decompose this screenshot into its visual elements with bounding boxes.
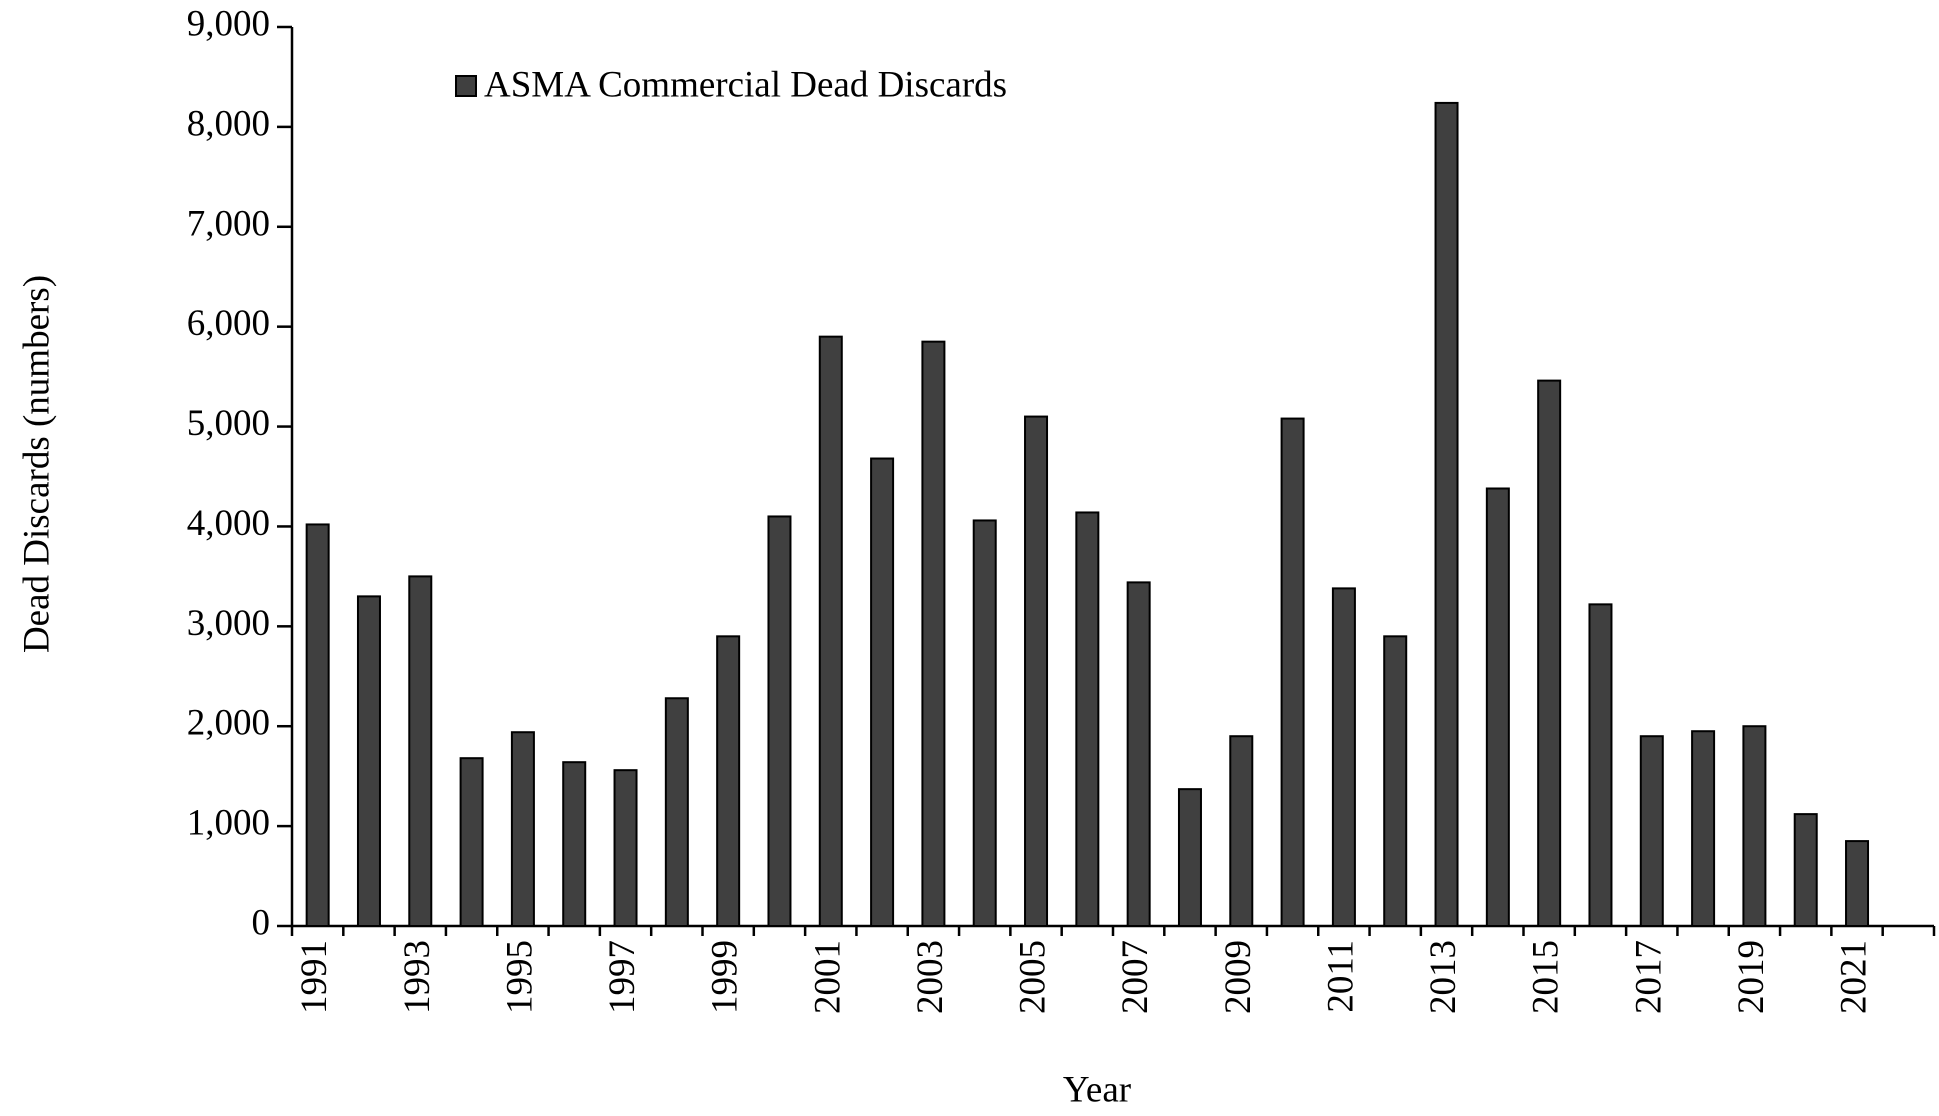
bar (1280, 417, 1305, 927)
y-tick-label: 7,000 (187, 203, 270, 244)
y-tick-label: 4,000 (187, 503, 270, 544)
bar (1742, 725, 1767, 927)
x-tick-label: 2015 (1526, 940, 1567, 1014)
bar (1229, 735, 1254, 928)
bar (972, 519, 997, 927)
bar (1434, 101, 1459, 928)
x-tick-label: 2009 (1218, 940, 1259, 1014)
bar (305, 523, 330, 927)
bar (1485, 487, 1510, 927)
bar (870, 457, 895, 927)
bar (716, 635, 741, 927)
x-tick-label: 1991 (294, 940, 335, 1014)
bar (767, 515, 792, 927)
y-axis-label: Dead Discards (numbers) (16, 275, 57, 653)
bar (1588, 603, 1613, 927)
x-tick-label: 2005 (1013, 940, 1054, 1014)
bar (613, 769, 638, 927)
bar (818, 335, 843, 927)
x-tick-label: 1993 (397, 940, 438, 1014)
bar (1331, 587, 1356, 927)
bar (562, 761, 587, 928)
bar (1126, 581, 1151, 927)
legend-label: ASMA Commercial Dead Discards (484, 64, 1007, 105)
x-tick-label: 2017 (1628, 940, 1669, 1014)
bar (1845, 840, 1870, 927)
bar (459, 757, 484, 927)
y-tick-label: 1,000 (187, 803, 270, 844)
bar (1793, 813, 1818, 928)
x-tick-label: 2007 (1115, 940, 1156, 1014)
bar (1691, 730, 1716, 928)
y-tick-label: 6,000 (187, 303, 270, 344)
bar (356, 595, 381, 927)
bar (1177, 788, 1202, 927)
x-tick-label: 1999 (705, 940, 746, 1014)
x-tick-label: 2019 (1731, 940, 1772, 1014)
y-tick-label: 8,000 (187, 103, 270, 144)
x-axis-label: Year (1063, 1069, 1131, 1110)
x-tick-label: 1995 (499, 940, 540, 1014)
bar (1537, 379, 1562, 927)
bar (1024, 415, 1049, 927)
bar (1639, 735, 1664, 928)
bar (921, 340, 946, 927)
x-tick-label: 2003 (910, 940, 951, 1014)
y-tick-label: 2,000 (187, 703, 270, 744)
bar (408, 575, 433, 928)
x-tick-label: 2013 (1423, 940, 1464, 1014)
x-tick-label: 2021 (1834, 940, 1875, 1014)
y-tick-label: 9,000 (187, 3, 270, 44)
x-tick-label: 1997 (602, 940, 643, 1014)
legend-swatch (455, 75, 477, 97)
y-tick-label: 0 (252, 902, 271, 943)
y-tick-label: 5,000 (187, 403, 270, 444)
bar (1075, 511, 1100, 928)
bar (1383, 635, 1408, 927)
bar (510, 731, 535, 928)
x-tick-label: 2001 (807, 940, 848, 1014)
bar (664, 697, 689, 928)
y-tick-label: 3,000 (187, 603, 270, 644)
x-tick-label: 2011 (1320, 940, 1361, 1013)
